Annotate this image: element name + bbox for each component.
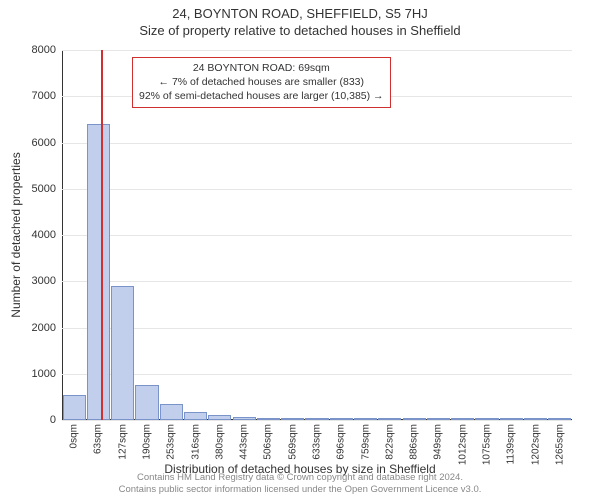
y-tick-label: 1000 xyxy=(0,368,56,380)
x-tick-label: 1265sqm xyxy=(554,424,565,465)
bar xyxy=(63,395,86,420)
grid-line xyxy=(62,281,572,282)
grid-line xyxy=(62,50,572,51)
bar xyxy=(87,124,110,420)
bar xyxy=(233,417,256,420)
attribution: Contains HM Land Registry data © Crown c… xyxy=(0,472,600,496)
bar xyxy=(281,418,304,420)
bar xyxy=(330,418,353,420)
x-tick-label: 949sqm xyxy=(433,424,444,460)
grid-line xyxy=(62,235,572,236)
y-tick-label: 5000 xyxy=(0,183,56,195)
x-tick-label: 1139sqm xyxy=(506,424,517,464)
bar xyxy=(257,418,280,420)
info-line3: 92% of semi-detached houses are larger (… xyxy=(139,89,384,103)
x-tick-label: 127sqm xyxy=(117,424,128,460)
plot-area: 0sqm63sqm127sqm190sqm253sqm316sqm380sqm4… xyxy=(62,50,572,420)
bar xyxy=(208,415,231,420)
x-tick-label: 633sqm xyxy=(312,424,323,460)
x-tick-label: 380sqm xyxy=(214,424,225,460)
x-tick-label: 443sqm xyxy=(239,424,250,460)
grid-line xyxy=(62,420,572,421)
x-tick-label: 506sqm xyxy=(263,424,274,460)
info-line1: 24 BOYNTON ROAD: 69sqm xyxy=(139,61,384,75)
x-tick-label: 569sqm xyxy=(287,424,298,460)
bar xyxy=(305,418,328,420)
bar xyxy=(427,418,450,420)
marker-line xyxy=(101,50,103,420)
bar xyxy=(354,418,377,420)
x-tick-label: 1075sqm xyxy=(482,424,493,465)
x-tick-label: 190sqm xyxy=(142,424,153,460)
x-tick-label: 1012sqm xyxy=(457,424,468,465)
bar xyxy=(548,418,571,420)
grid-line xyxy=(62,374,572,375)
grid-line xyxy=(62,143,572,144)
y-tick-label: 2000 xyxy=(0,322,56,334)
y-tick-label: 4000 xyxy=(0,229,56,241)
bar xyxy=(451,418,474,420)
y-tick-label: 3000 xyxy=(0,275,56,287)
bar xyxy=(403,418,426,420)
attribution-line1: Contains HM Land Registry data © Crown c… xyxy=(0,472,600,484)
grid-line xyxy=(62,328,572,329)
bar xyxy=(184,412,207,420)
x-tick-label: 822sqm xyxy=(384,424,395,460)
bar xyxy=(160,404,183,420)
y-tick-label: 6000 xyxy=(0,137,56,149)
info-line2: ← 7% of detached houses are smaller (833… xyxy=(139,75,384,89)
x-tick-label: 63sqm xyxy=(93,424,104,454)
x-tick-label: 696sqm xyxy=(336,424,347,460)
x-tick-label: 253sqm xyxy=(166,424,177,460)
bar xyxy=(475,418,498,420)
chart-title-main: 24, BOYNTON ROAD, SHEFFIELD, S5 7HJ xyxy=(0,0,600,21)
x-tick-label: 886sqm xyxy=(409,424,420,460)
y-tick-label: 0 xyxy=(0,414,56,426)
x-tick-label: 0sqm xyxy=(69,424,80,448)
bar xyxy=(500,418,523,420)
x-tick-label: 1202sqm xyxy=(530,424,541,465)
bar xyxy=(135,385,158,420)
y-tick-label: 8000 xyxy=(0,44,56,56)
info-box: 24 BOYNTON ROAD: 69sqm← 7% of detached h… xyxy=(132,57,391,108)
attribution-line2: Contains public sector information licen… xyxy=(0,484,600,496)
grid-line xyxy=(62,189,572,190)
y-tick-label: 7000 xyxy=(0,90,56,102)
bar xyxy=(524,418,547,420)
x-tick-label: 316sqm xyxy=(190,424,201,460)
bar xyxy=(111,286,134,420)
bar xyxy=(378,418,401,420)
x-tick-label: 759sqm xyxy=(360,424,371,460)
chart-title-sub: Size of property relative to detached ho… xyxy=(0,21,600,38)
